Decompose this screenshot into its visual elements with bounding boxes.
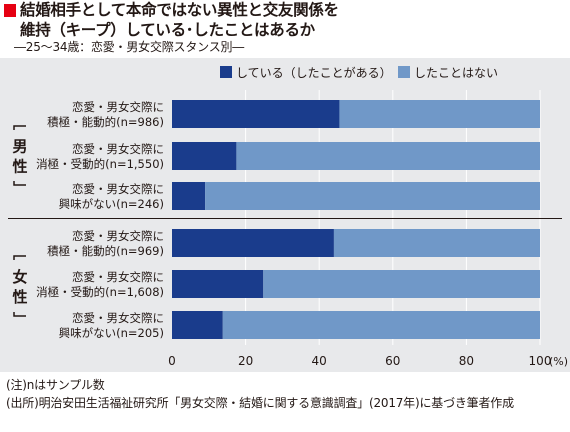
x-tick-label-0: 0 — [168, 354, 176, 368]
chart-subtitle: ―25～34歳：恋愛・男女交際スタンス別― — [14, 40, 245, 54]
chart-panel: している（したことがある） したことはない 恋愛・男女交際に 積極・能動的(n=986… — [0, 58, 570, 372]
x-tick-label-20: 20 — [238, 354, 253, 368]
bar-2-series-2 — [236, 142, 540, 170]
category-label-2-line-1: 恋愛・男女交際に — [72, 142, 164, 156]
bar-3-series-2 — [205, 182, 540, 210]
bar-3-series-1 — [172, 182, 206, 210]
group-bracket-bottom-2 — [13, 312, 26, 317]
category-label-6-line-1: 恋愛・男女交際に — [72, 311, 164, 325]
legend-label-1: している（したことがある） — [236, 65, 392, 80]
category-label-6-line-2: 興味がない(n=205) — [59, 326, 164, 340]
category-label-3-line-2: 興味がない(n=246) — [59, 197, 164, 211]
group-bracket-bottom-1 — [13, 181, 26, 186]
group-label-2-char-2: 性 — [12, 288, 27, 306]
category-label-5-line-2: 消極・受動的(n=1,608) — [36, 285, 164, 299]
category-label-4-line-1: 恋愛・男女交際に — [72, 229, 164, 243]
group-label-1-char-1: 男 — [12, 138, 27, 156]
sample-note: (注)nはサンプル数 — [6, 378, 105, 392]
legend-label-2: したことはない — [414, 66, 498, 80]
x-tick-label-80: 80 — [459, 354, 474, 368]
bar-4-series-2 — [333, 229, 540, 257]
category-label-5-line-1: 恋愛・男女交際に — [72, 270, 164, 284]
bar-1-series-1 — [172, 100, 340, 128]
bar-6-series-2 — [222, 311, 540, 339]
group-bracket-top-2 — [13, 255, 26, 260]
bar-1-series-2 — [339, 100, 540, 128]
source-note: (出所)明治安田生活福祉研究所「男女交際・結婚に関する意識調査」(2017年)に… — [6, 396, 514, 410]
notes-block: (注)nはサンプル数 (出所)明治安田生活福祉研究所「男女交際・結婚に関する意識… — [6, 376, 566, 412]
title-marker — [4, 4, 16, 17]
category-label-2-line-2: 消極・受動的(n=1,550) — [36, 157, 164, 171]
group-label-2-char-1: 女 — [12, 268, 27, 286]
chart-title-line-2: 維持（キープ）している･したことはあるか — [20, 21, 315, 39]
chart-title-line-1: 結婚相手として本命ではない異性と交友関係を — [20, 1, 339, 19]
group-label-1-char-2: 性 — [12, 158, 27, 176]
category-label-1-line-1: 恋愛・男女交際に — [72, 100, 164, 114]
x-tick-label-40: 40 — [312, 354, 327, 368]
bar-5-series-1 — [172, 270, 264, 298]
bar-5-series-2 — [263, 270, 540, 298]
category-label-3-line-1: 恋愛・男女交際に — [72, 182, 164, 196]
legend-swatch-2 — [398, 66, 410, 78]
group-bracket-top-1 — [13, 125, 26, 130]
stacked-bar-chart: している（したことがある） したことはない恋愛・男女交際に積極・能動的(n=986… — [8, 65, 568, 368]
x-tick-label-60: 60 — [385, 354, 400, 368]
category-label-4-line-2: 積極・能動的(n=969) — [47, 244, 164, 258]
bar-2-series-1 — [172, 142, 237, 170]
bar-6-series-1 — [172, 311, 223, 339]
legend-swatch-1 — [220, 66, 232, 78]
x-tick-label-100: 100 — [529, 354, 552, 368]
x-axis-unit: (%) — [549, 355, 568, 368]
category-label-1-line-2: 積極・能動的(n=986) — [47, 115, 164, 129]
bar-4-series-1 — [172, 229, 334, 257]
